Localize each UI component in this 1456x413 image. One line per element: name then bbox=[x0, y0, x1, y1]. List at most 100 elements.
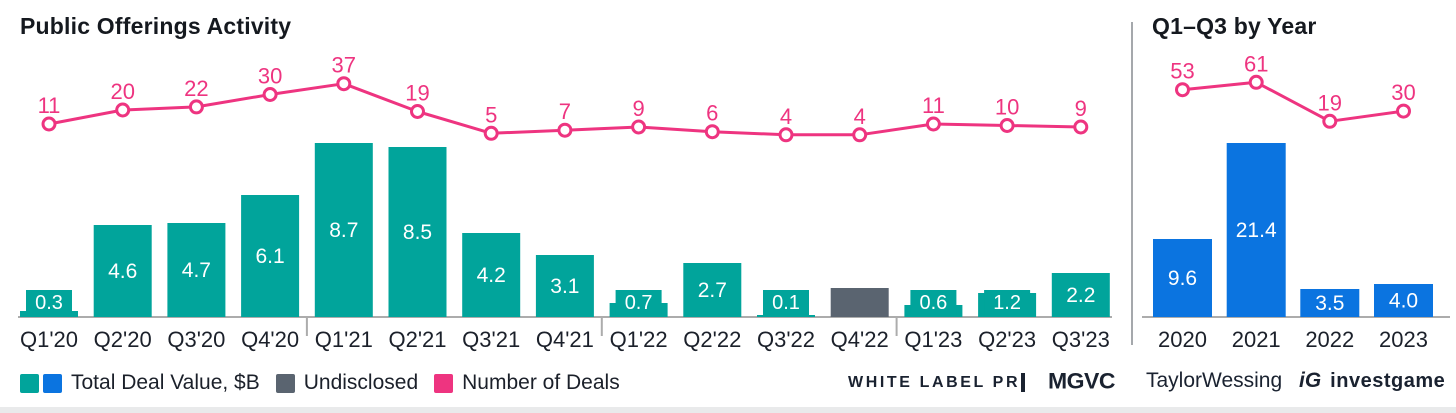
deal-count-marker bbox=[188, 99, 204, 115]
deal-count-marker bbox=[557, 122, 573, 138]
x-axis-label: Q3'21 bbox=[462, 327, 520, 352]
investgame-logo: iG investgame bbox=[1299, 369, 1445, 393]
bar-value-chip bbox=[615, 290, 662, 315]
bar-value-label: 4.7 bbox=[182, 259, 211, 282]
deal-count-marker bbox=[1322, 113, 1338, 129]
taylor-wessing-logo: TaylorWessing bbox=[1146, 369, 1283, 392]
bar-value-label: 6.1 bbox=[255, 245, 284, 268]
deal-count-line bbox=[1182, 80, 1404, 123]
chart-legend: Total Deal Value, $B Undisclosed Number … bbox=[20, 371, 620, 394]
deal-count-label: 19 bbox=[1318, 90, 1342, 115]
deal-count-marker bbox=[483, 125, 499, 141]
undisclosed-swatch-icon bbox=[275, 373, 295, 393]
deal-count-marker bbox=[115, 102, 131, 118]
bar-value-label: 2.7 bbox=[698, 279, 727, 302]
bar-value-label: 8.7 bbox=[329, 219, 358, 242]
x-axis-label: 2020 bbox=[1158, 327, 1207, 352]
x-axis-label: Q4'22 bbox=[831, 327, 889, 352]
deal-count-label: 6 bbox=[706, 101, 718, 126]
deal-value-bar bbox=[1374, 284, 1433, 317]
deal-count-marker bbox=[262, 87, 278, 102]
bottom-edge-strip bbox=[0, 407, 1456, 413]
total-deal-value-teal-swatch-icon bbox=[20, 373, 39, 393]
deal-count-label: 11 bbox=[38, 93, 61, 118]
deal-value-bar bbox=[757, 315, 815, 317]
bar-value-label: 0.1 bbox=[772, 292, 800, 314]
deal-count-label: 30 bbox=[1391, 80, 1415, 105]
deal-count-marker bbox=[631, 119, 647, 135]
bar-value-label: 3.1 bbox=[550, 275, 579, 298]
deal-count-marker bbox=[999, 118, 1015, 133]
deal-count-label: 22 bbox=[184, 76, 208, 101]
deal-count-marker bbox=[704, 124, 720, 140]
deal-count-label: 30 bbox=[258, 64, 282, 89]
x-axis-label: Q3'20 bbox=[167, 327, 225, 352]
undisclosed-bar bbox=[830, 288, 889, 317]
deal-count-label: 37 bbox=[332, 53, 356, 78]
deal-count-label: 4 bbox=[780, 104, 792, 129]
deal-value-bar bbox=[167, 223, 226, 317]
deal-count-label: 7 bbox=[559, 99, 571, 124]
legend-undisclosed-label: Undisclosed bbox=[303, 371, 419, 394]
bar-value-label: 9.6 bbox=[1168, 267, 1197, 290]
deal-count-label: 11 bbox=[922, 93, 945, 118]
deal-count-marker bbox=[778, 127, 794, 143]
bar-value-label: 2.2 bbox=[1066, 284, 1095, 307]
bar-value-label: 4.0 bbox=[1389, 290, 1418, 313]
deal-value-bar bbox=[314, 143, 373, 317]
deal-value-bar bbox=[462, 233, 521, 317]
deal-value-bar bbox=[1226, 143, 1286, 317]
white-label-pr-logo-text: WHITE LABEL PR bbox=[848, 373, 1021, 391]
bar-value-label: 0.7 bbox=[625, 292, 653, 314]
legend-number-of-deals-label: Number of Deals bbox=[462, 371, 620, 394]
deal-count-label: 9 bbox=[1075, 96, 1087, 121]
bar-value-label: 4.6 bbox=[108, 260, 137, 283]
deal-count-marker bbox=[852, 127, 868, 143]
deal-count-marker bbox=[336, 76, 352, 92]
x-axis-label: Q2'21 bbox=[388, 327, 446, 352]
bar-value-chip bbox=[984, 290, 1031, 315]
deal-count-label: 4 bbox=[854, 104, 866, 129]
bar-value-chip bbox=[910, 290, 957, 315]
bar-value-label: 0.3 bbox=[35, 292, 63, 314]
deal-value-bar bbox=[1051, 273, 1110, 317]
x-axis-label: Q2'23 bbox=[978, 327, 1036, 352]
deal-value-bar bbox=[388, 147, 447, 317]
x-axis-label: Q3'22 bbox=[757, 327, 815, 352]
bar-value-label: 4.2 bbox=[477, 264, 506, 287]
x-axis-label: Q3'23 bbox=[1052, 327, 1110, 352]
x-axis-label: Q1'20 bbox=[20, 327, 78, 352]
x-axis-label: Q2'22 bbox=[683, 327, 741, 352]
x-axis-label: 2021 bbox=[1232, 327, 1281, 352]
deal-count-label: 20 bbox=[110, 79, 134, 104]
left-chart-title: Public Offerings Activity bbox=[20, 13, 292, 39]
x-axis-label: 2023 bbox=[1379, 327, 1428, 352]
deal-count-marker bbox=[410, 104, 425, 119]
deal-count-marker bbox=[1248, 74, 1264, 90]
x-axis-label: 2022 bbox=[1305, 327, 1354, 352]
mgvc-logo: MGVC bbox=[1048, 368, 1116, 394]
charts-canvas: 0.3 Q1'20 4.6 Q2'20 4.7 Q3'20 6.1 Q4'20 8.7 Q1'21… bbox=[18, 22, 1450, 352]
deal-count-marker bbox=[1073, 119, 1089, 135]
bar-value-label: 1.2 bbox=[993, 292, 1021, 314]
bar-value-label: 0.6 bbox=[919, 292, 947, 314]
number-of-deals-swatch-icon bbox=[434, 373, 454, 393]
investgame-logo-text: investgame bbox=[1330, 369, 1446, 392]
deal-value-bar bbox=[535, 255, 594, 317]
deal-count-label: 10 bbox=[995, 95, 1019, 120]
white-label-pr-logo: WHITE LABEL PR bbox=[848, 373, 1026, 392]
deal-value-bar bbox=[1153, 239, 1212, 317]
deal-count-marker bbox=[925, 116, 941, 132]
deal-count-marker bbox=[41, 116, 57, 132]
deal-count-label: 53 bbox=[1170, 59, 1194, 84]
deal-count-marker bbox=[1396, 103, 1411, 119]
deal-value-bar bbox=[1300, 289, 1360, 317]
deal-count-marker bbox=[1175, 82, 1190, 98]
deal-value-bar bbox=[93, 225, 152, 317]
bar-value-chip bbox=[26, 290, 72, 315]
x-axis-label: Q2'20 bbox=[94, 327, 152, 352]
x-axis-label: Q1'21 bbox=[315, 327, 373, 352]
deal-count-label: 61 bbox=[1244, 51, 1268, 76]
x-axis-label: Q1'23 bbox=[904, 327, 962, 352]
